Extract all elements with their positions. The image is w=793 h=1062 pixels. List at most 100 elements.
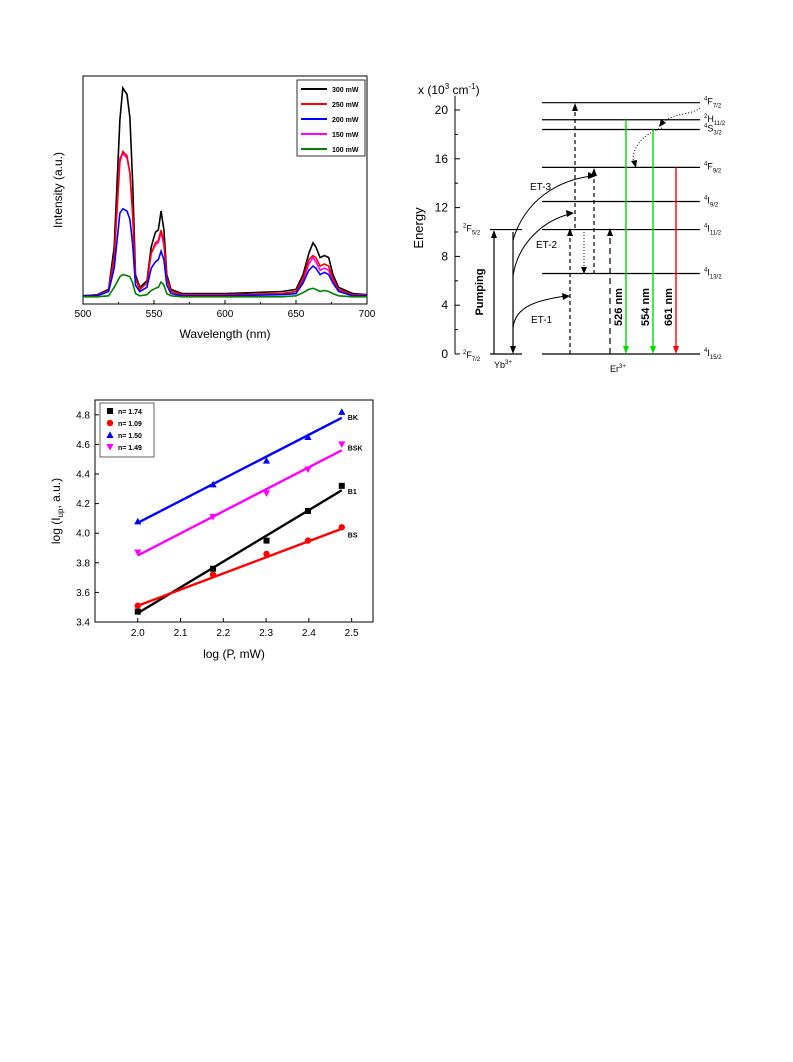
spectrum-legend: 300 mW 250 mW 200 mW 150 mW 100 mW [296, 79, 366, 157]
power-data-point [107, 408, 113, 414]
power-y-tick-label: 4.0 [76, 529, 90, 540]
emission-arrowhead [623, 346, 629, 354]
spectrum-x-tick-label: 700 [359, 309, 376, 320]
spectrum-lines [82, 85, 368, 298]
power-data-point [338, 441, 346, 448]
nonrad-relax-2-head [659, 119, 666, 127]
power-data-point [262, 457, 271, 464]
nonrad-relax-2 [661, 107, 701, 125]
spectrum-legend-label: 250 mW [332, 102, 359, 109]
power-y-tick-label: 3.4 [76, 618, 90, 629]
et1-label: ET-1 [531, 315, 553, 326]
power-fit-line [137, 416, 343, 524]
energy-y-tick-label: 0 [441, 347, 448, 361]
power-data-point [304, 433, 312, 440]
power-x-tick-label: 2.5 [345, 628, 359, 639]
power-data-point [209, 571, 217, 578]
er-level-label: 4I15/2 [704, 348, 722, 361]
er-level-label: 4I9/2 [704, 196, 719, 209]
nonrad-relax-3-head [631, 160, 637, 168]
spectrum-legend-items: 300 mW 250 mW 200 mW 150 mW 100 mW [301, 87, 359, 154]
power-data-point [209, 513, 217, 521]
power-frame [94, 399, 374, 623]
power-y-tick-label: 4.4 [76, 470, 90, 481]
er-level-label: 4I11/2 [704, 224, 722, 237]
power-legend-label: n= 1.50 [118, 433, 142, 440]
energy-y-label: Energy [411, 207, 426, 249]
pumping-up-arrowhead [491, 230, 497, 238]
er-level-label: 4F9/2 [704, 161, 722, 174]
et3-curve [512, 175, 593, 241]
spectrum-x-label: Wavelength (nm) [180, 327, 271, 341]
energy-level-labels: 2F7/2 2F5/2 4I15/2 4I13/2 4I11/2 4I9/2 4F9/2 4S… [463, 97, 726, 363]
power-data-point [106, 419, 114, 427]
er-ion-label: Er3+ [610, 364, 626, 374]
power-data-points [134, 408, 346, 615]
power-legend-label: n= 1.09 [118, 421, 142, 428]
power-data-point [134, 608, 141, 615]
power-x-tick-label: 2.1 [174, 628, 188, 639]
power-data-point [134, 602, 141, 609]
power-fit-lines [137, 416, 343, 615]
er-excitation-3-head [607, 228, 613, 236]
spectrum-legend-label: 100 mW [332, 147, 359, 154]
power-data-point [134, 549, 142, 557]
spectrum-legend-label: 300 mW [332, 87, 359, 94]
power-y-label: log (Iup, a.u.) [49, 478, 65, 544]
power-series-name: B1 [348, 489, 357, 496]
spectrum-x-ticks: 500 550 600 650 700 [75, 300, 376, 320]
emission-arrows: 526 nm 554 nm 661 nm [613, 119, 679, 354]
er-excitation-1-head [567, 228, 573, 236]
spectrum-legend-label: 150 mW [332, 132, 359, 139]
emission-arrowhead [650, 346, 656, 354]
spectrum-x-tick-label: 600 [217, 309, 234, 320]
energy-y-tick-label: 12 [435, 201, 449, 215]
er-excitation-4-head [591, 168, 597, 176]
emission-arrowhead [673, 346, 679, 354]
et2-arrowhead [566, 210, 574, 217]
power-legend-items: n= 1.74 n= 1.09 n= 1.50 n= 1.49 [106, 408, 142, 452]
power-data-point [304, 508, 311, 514]
energy-y-tick-label: 16 [435, 152, 449, 166]
spectrum-line [83, 273, 367, 298]
power-y-tick-label: 4.6 [76, 440, 90, 451]
yb-ion-label: Yb3+ [494, 360, 512, 370]
energy-y-tick-label: 4 [441, 298, 448, 312]
spectrum-x-tick-label: 650 [288, 309, 305, 320]
energy-y-tick-label: 20 [435, 103, 449, 117]
power-x-tick-label: 2.2 [216, 628, 230, 639]
emission-label: 526 nm [613, 288, 625, 326]
power-y-tick-label: 4.8 [76, 410, 90, 421]
nonrad-relax-1-head [581, 267, 587, 274]
power-data-point [209, 480, 217, 488]
er-excitation-2-head [572, 103, 578, 111]
power-legend-label: n= 1.74 [118, 409, 142, 416]
energy-level-diagram: x (103 cm-1) 0 4 8 12 16 20 Energy 2F7/2 2F5/2… [411, 82, 726, 374]
power-x-tick-label: 2.0 [131, 628, 145, 639]
power-data-point [338, 482, 345, 489]
er-level-label: 2H11/2 [704, 114, 726, 127]
emission-label: 554 nm [640, 288, 652, 326]
power-series-name: BS [348, 532, 358, 539]
pumping-label: Pumping [474, 268, 486, 315]
power-data-point [304, 466, 312, 474]
power-data-point [338, 524, 345, 531]
power-data-point [262, 490, 271, 497]
power-series-name: BK [348, 415, 358, 422]
power-data-point [263, 537, 270, 544]
emission-spectrum-chart: 500 550 600 650 700 Wavelength (nm) Intensit… [51, 75, 376, 341]
power-data-point [134, 517, 142, 525]
nonrad-relax-3 [632, 127, 663, 165]
et1-arrowhead [562, 293, 570, 300]
energy-y-ticks: 0 4 8 12 16 20 [435, 103, 460, 361]
spectrum-line [82, 150, 368, 297]
er-level-label: 4I13/2 [704, 267, 722, 280]
energy-y-tick-label: 8 [441, 249, 448, 263]
power-data-point [338, 408, 346, 415]
yb-level-label: 2F5/2 [463, 224, 481, 237]
power-x-tick-label: 2.3 [259, 628, 273, 639]
power-y-tick-label: 3.8 [76, 558, 90, 569]
et2-curve [512, 213, 571, 277]
spectrum-line [83, 207, 367, 297]
power-series-name: BSK [348, 445, 363, 452]
